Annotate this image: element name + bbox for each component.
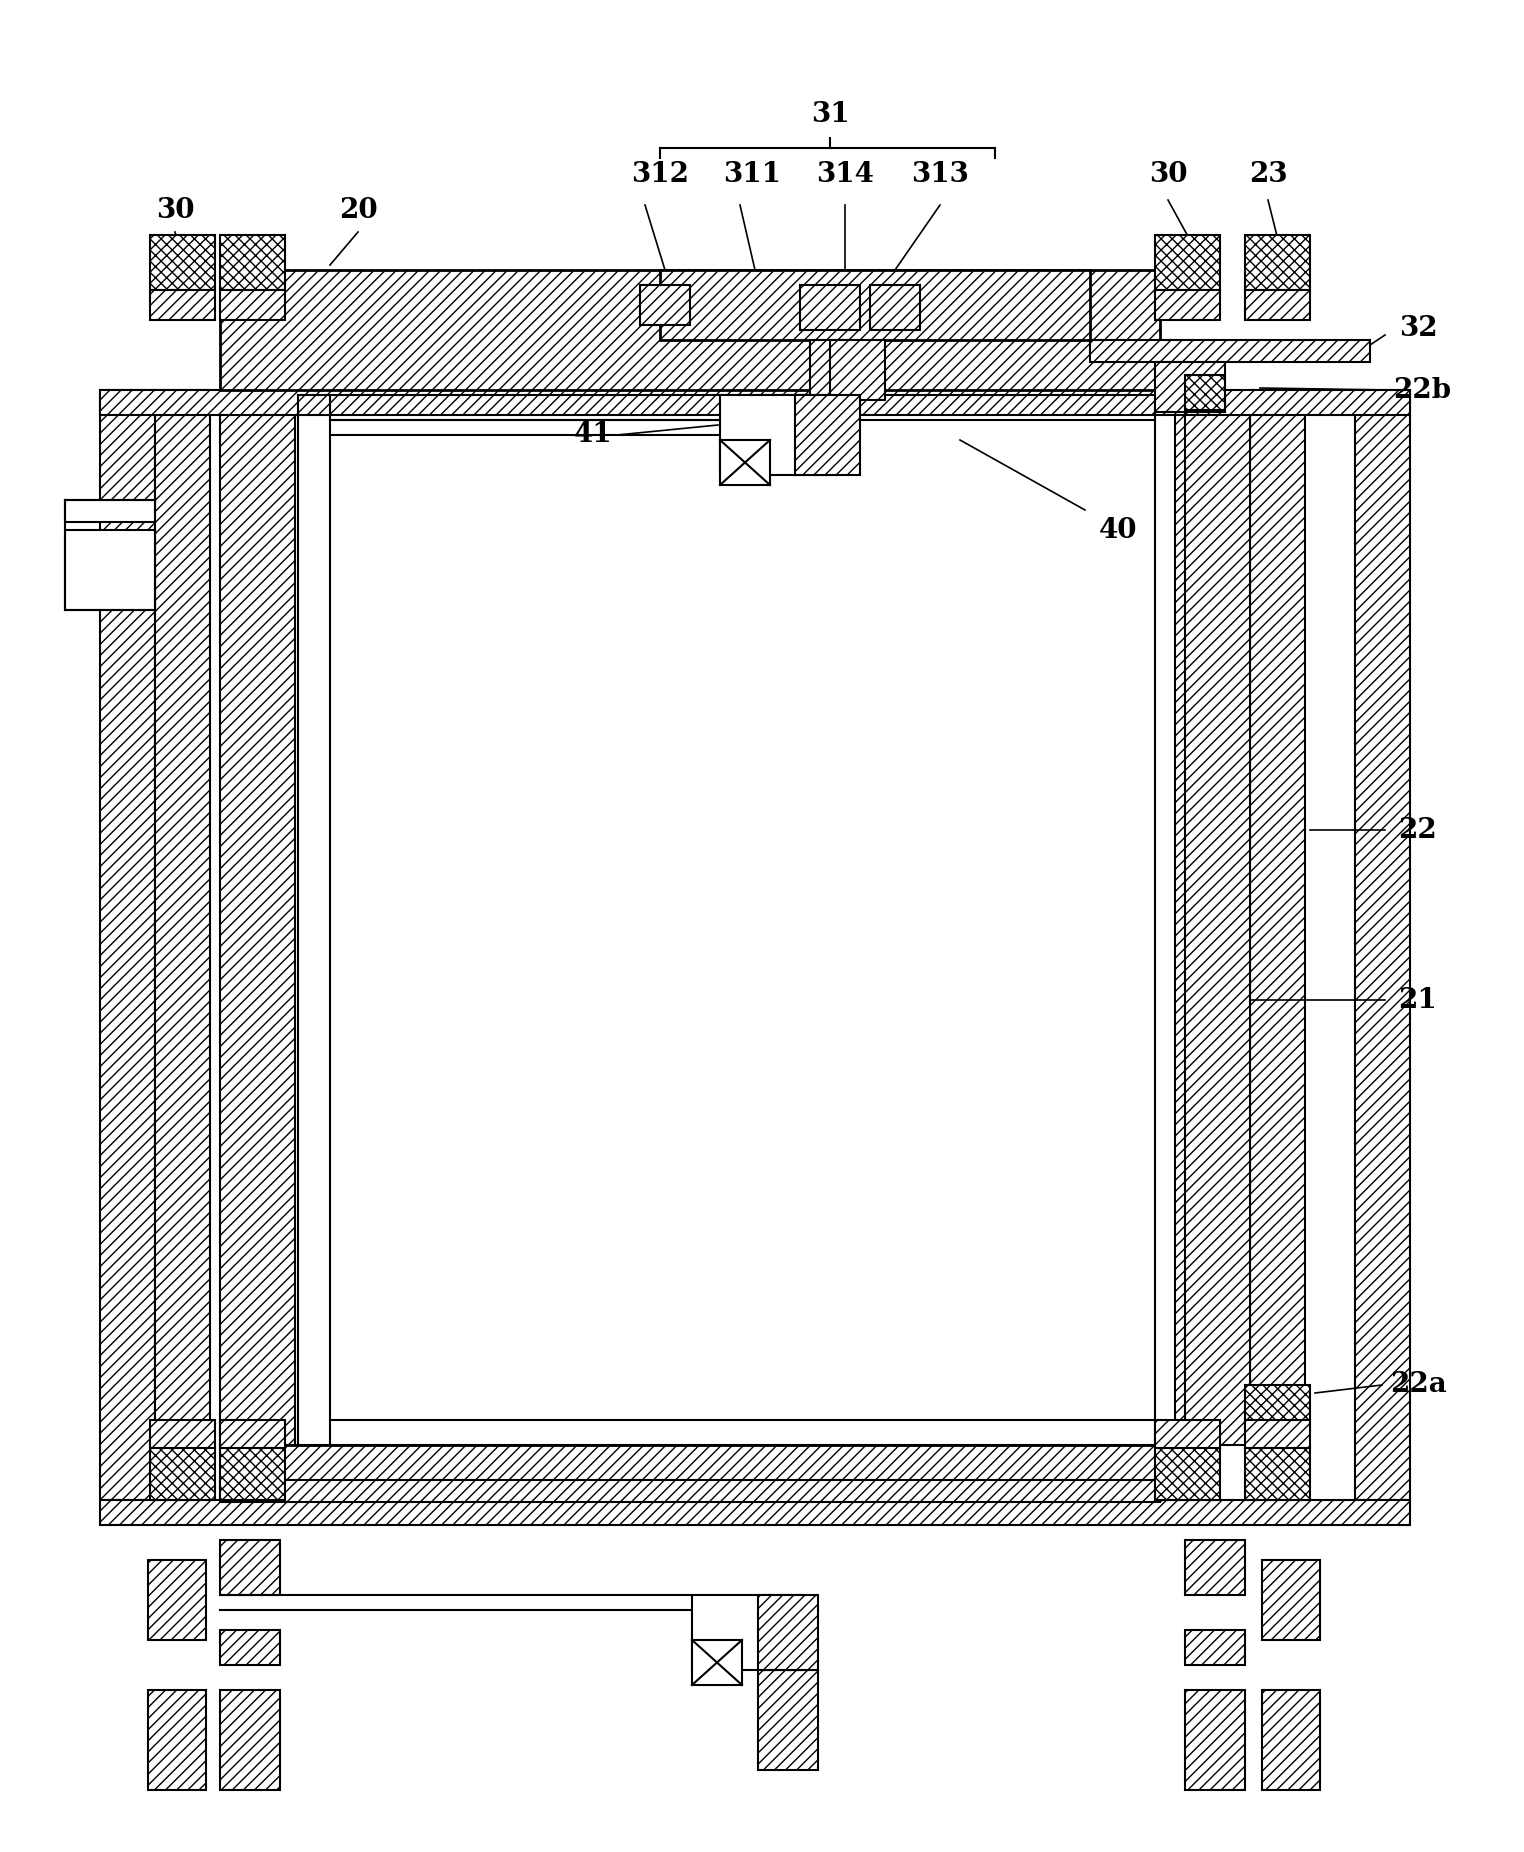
Text: 314: 314 [815, 161, 873, 189]
Bar [692, 1595, 802, 1671]
Bar [1355, 391, 1410, 1500]
Text: 23: 23 [1248, 161, 1288, 189]
Bar [800, 285, 860, 330]
Bar [219, 235, 285, 291]
Bar [66, 530, 155, 609]
Bar [219, 394, 296, 1445]
Bar [1155, 235, 1221, 291]
Bar [155, 391, 210, 1500]
Bar [809, 341, 855, 450]
Text: 22a: 22a [1390, 1372, 1446, 1398]
Bar [1155, 1445, 1221, 1500]
Bar [692, 1641, 742, 1685]
Bar [1186, 374, 1225, 409]
Text: 312: 312 [631, 161, 689, 189]
Bar [149, 235, 215, 291]
Bar [757, 1671, 818, 1771]
Bar [148, 1559, 206, 1641]
Bar [66, 500, 155, 522]
Text: 30: 30 [1149, 161, 1187, 189]
Bar [219, 1445, 1160, 1500]
Bar [870, 285, 920, 330]
Bar [1090, 341, 1370, 361]
Text: 32: 32 [1399, 315, 1437, 341]
Bar [796, 394, 860, 474]
Text: 40: 40 [1099, 517, 1137, 543]
Bar [1262, 1691, 1320, 1791]
Bar [1186, 1691, 1245, 1791]
Bar [331, 394, 1170, 1445]
Text: 22b: 22b [1393, 376, 1451, 404]
Bar [1250, 391, 1305, 1500]
Bar [719, 394, 835, 474]
Bar [757, 1595, 818, 1671]
Bar [1186, 1541, 1245, 1595]
Text: 31: 31 [811, 102, 849, 128]
Bar [219, 1691, 280, 1791]
Text: 20: 20 [338, 196, 378, 224]
Bar [1155, 361, 1225, 411]
Bar [1245, 1445, 1311, 1500]
Bar [660, 270, 1090, 341]
Bar [1155, 1420, 1221, 1448]
Bar [219, 1420, 285, 1448]
Bar [1245, 1385, 1311, 1430]
Bar [1245, 291, 1311, 320]
Bar [101, 1500, 1410, 1524]
Bar [219, 1445, 285, 1500]
Bar [101, 391, 155, 1500]
Bar [219, 1630, 280, 1665]
Bar [101, 391, 1410, 415]
Text: 22: 22 [1399, 817, 1437, 843]
Bar [640, 285, 690, 324]
Bar [1186, 1630, 1245, 1665]
Bar [719, 441, 770, 485]
Bar [219, 1541, 280, 1595]
Bar [1155, 291, 1221, 320]
Bar [149, 1420, 215, 1448]
Text: 313: 313 [911, 161, 969, 189]
Text: 30: 30 [155, 196, 194, 224]
Bar [1175, 394, 1250, 1445]
Bar [831, 341, 885, 400]
Bar [1245, 235, 1311, 291]
Bar [219, 1480, 1160, 1502]
Bar [1262, 1559, 1320, 1641]
Bar [219, 291, 285, 320]
Bar [149, 1445, 215, 1500]
Bar [149, 291, 215, 320]
Bar [219, 270, 1160, 391]
Text: 21: 21 [1399, 987, 1437, 1013]
Text: 41: 41 [573, 422, 613, 448]
Bar [148, 1691, 206, 1791]
Bar [1245, 1420, 1311, 1448]
Text: 311: 311 [722, 161, 780, 189]
